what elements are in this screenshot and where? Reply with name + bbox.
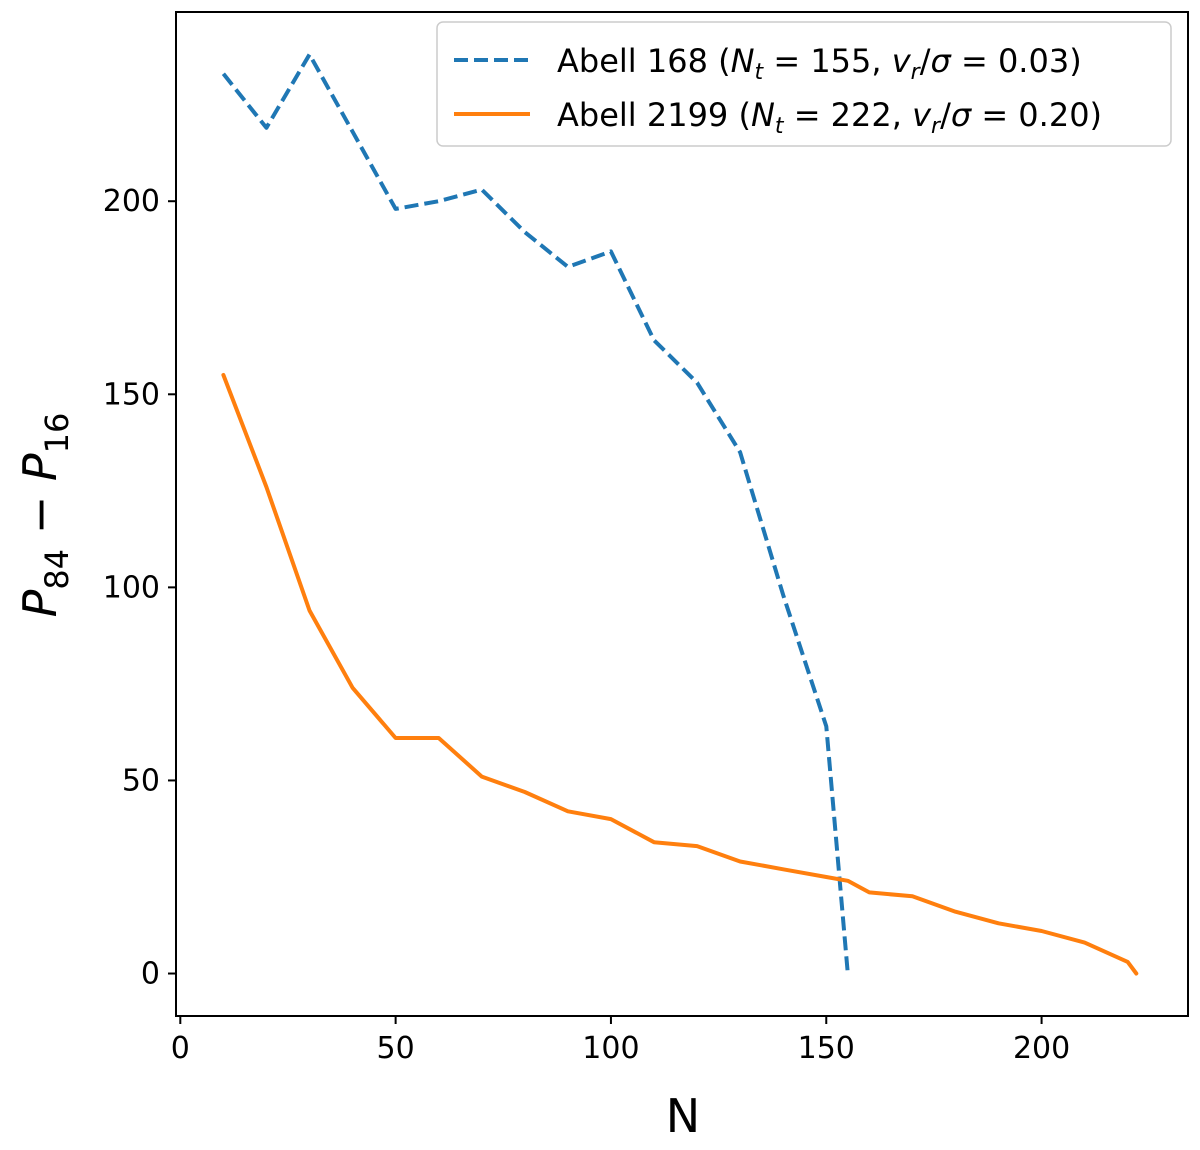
legend-box — [436, 21, 1172, 147]
y-label-minus: − — [13, 481, 67, 549]
x-tick-label: 0 — [171, 1031, 190, 1066]
legend-label-abell-2199: Abell 2199 (Nt = 222, vr/σ = 0.20) — [557, 96, 1102, 139]
x-axis: 0 50 100 150 200 — [171, 1016, 1070, 1066]
y-label-symbol-1: P — [13, 589, 67, 617]
y-axis: 0 50 100 150 200 — [103, 184, 176, 992]
plot-frame — [175, 11, 1189, 1017]
y-tick-label: 100 — [103, 570, 160, 605]
x-tick-label: 200 — [1013, 1031, 1070, 1066]
x-tick-label: 150 — [798, 1031, 855, 1066]
series-layer — [221, 52, 1139, 976]
y-tick-label: 200 — [103, 184, 160, 219]
x-tick-label: 100 — [582, 1031, 639, 1066]
y-label-symbol-2: P — [13, 453, 67, 481]
x-axis-label: N — [666, 1089, 700, 1143]
y-tick-label: 0 — [141, 957, 160, 992]
series-line-abell-2199 — [221, 373, 1139, 976]
y-label-sub-1: 84 — [38, 549, 76, 590]
x-tick-label: 50 — [377, 1031, 415, 1066]
series-line-abell-168 — [221, 52, 850, 974]
y-axis-label: P84 − P16 — [13, 413, 76, 618]
legend-label-abell-168: Abell 168 (Nt = 155, vr/σ = 0.03) — [557, 42, 1082, 85]
legend: Abell 168 (Nt = 155, vr/σ = 0.03) Abell … — [436, 21, 1172, 147]
y-label-sub-2: 16 — [38, 413, 76, 454]
y-tick-label: 50 — [122, 763, 160, 798]
y-tick-label: 150 — [103, 377, 160, 412]
